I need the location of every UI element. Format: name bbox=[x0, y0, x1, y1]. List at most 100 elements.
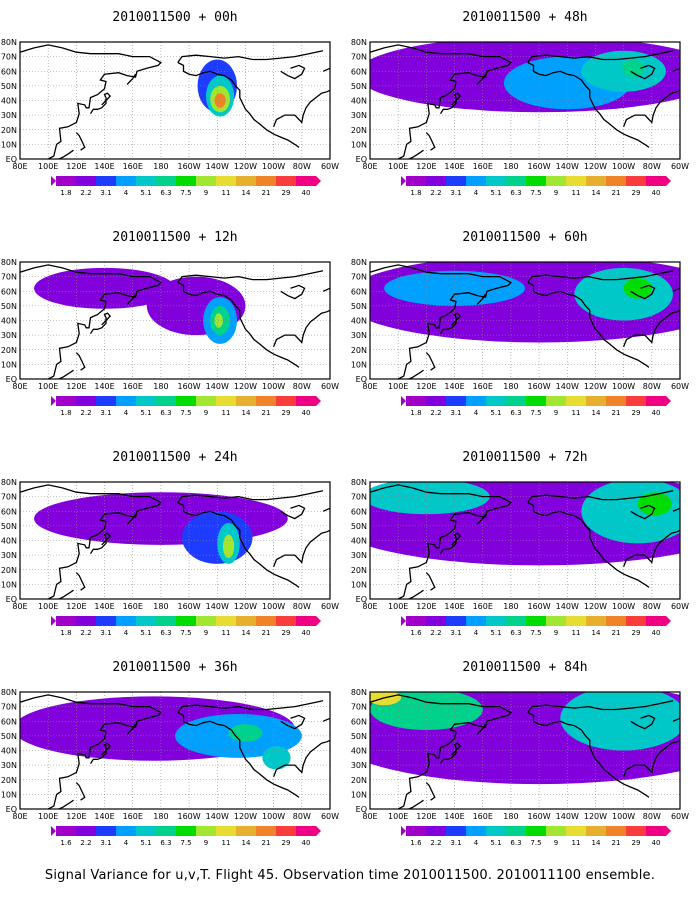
colorbar-swatch bbox=[406, 826, 427, 836]
coastline bbox=[476, 73, 487, 85]
colorbar-label: 11 bbox=[572, 839, 581, 847]
x-tick-label: 60W bbox=[321, 602, 339, 611]
y-tick-label: 30N bbox=[1, 331, 17, 340]
colorbar-label: 1.6 bbox=[60, 839, 72, 847]
colorbar-swatch bbox=[546, 826, 567, 836]
coastline bbox=[476, 723, 487, 735]
colorbar-swatch bbox=[426, 616, 447, 626]
coastline bbox=[370, 264, 512, 379]
y-tick-label: EQ bbox=[356, 805, 367, 814]
coastline bbox=[280, 64, 306, 80]
colorbar-label: 4 bbox=[124, 629, 129, 637]
y-tick-label: 10N bbox=[351, 580, 367, 589]
colorbar-swatch bbox=[486, 826, 507, 836]
colorbar-label: 21 bbox=[262, 839, 271, 847]
x-tick-label: 120W bbox=[234, 812, 257, 821]
y-tick-label: 80N bbox=[1, 688, 17, 697]
y-tick-label: 10N bbox=[351, 360, 367, 369]
x-tick-label: 120E bbox=[66, 812, 86, 821]
coastline bbox=[20, 264, 162, 379]
colorbar-swatch bbox=[586, 616, 607, 626]
colorbar-label: 4 bbox=[474, 839, 479, 847]
colorbar-label: 21 bbox=[612, 189, 621, 197]
y-tick-label: 40N bbox=[351, 97, 367, 106]
x-tick-label: 120E bbox=[66, 162, 86, 171]
coastline bbox=[89, 742, 112, 765]
x-tick-label: 140E bbox=[94, 812, 114, 821]
coastline bbox=[527, 61, 650, 148]
y-tick-label: 70N bbox=[351, 53, 367, 62]
y-tick-label: 30N bbox=[351, 551, 367, 560]
y-tick-label: 30N bbox=[351, 111, 367, 120]
colorbar-swatch bbox=[76, 826, 97, 836]
y-tick-label: 80N bbox=[1, 38, 17, 47]
colorbar-label: 5.1 bbox=[140, 409, 151, 417]
colorbar-label: 7.5 bbox=[180, 839, 191, 847]
coastline bbox=[672, 287, 680, 292]
colorbar-swatch bbox=[176, 396, 197, 406]
colorbar-label: 5.1 bbox=[140, 839, 151, 847]
colorbar-swatch bbox=[506, 616, 527, 626]
colorbar-right-arrow bbox=[316, 826, 321, 836]
y-tick-label: 60N bbox=[351, 717, 367, 726]
colorbar-swatch bbox=[96, 176, 117, 186]
x-tick-label: 80E bbox=[12, 382, 27, 391]
coastline bbox=[57, 799, 74, 809]
colorbar-swatch bbox=[236, 396, 257, 406]
colorbar-swatch bbox=[606, 176, 627, 186]
y-tick-label: 10N bbox=[1, 140, 17, 149]
coastline bbox=[322, 507, 330, 512]
x-tick-label: 100E bbox=[388, 162, 408, 171]
colorbar-swatch bbox=[566, 396, 587, 406]
colorbar-label: 11 bbox=[222, 189, 231, 197]
coastline bbox=[622, 529, 680, 568]
y-tick-label: 70N bbox=[1, 703, 17, 712]
coastline bbox=[322, 717, 330, 722]
y-tick-label: EQ bbox=[356, 375, 367, 384]
coastline bbox=[57, 369, 74, 379]
coastline bbox=[20, 44, 162, 159]
colorbar-swatch bbox=[236, 826, 257, 836]
map-field bbox=[20, 692, 330, 809]
colorbar-label: 7.5 bbox=[530, 409, 541, 417]
x-tick-label: 180 bbox=[503, 162, 518, 171]
x-tick-label: 120E bbox=[66, 382, 86, 391]
colorbar-label: 5.1 bbox=[490, 629, 501, 637]
x-tick-label: 140W bbox=[556, 812, 579, 821]
colorbar-swatch bbox=[606, 396, 627, 406]
colorbar-label: 29 bbox=[632, 409, 641, 417]
x-tick-label: 80W bbox=[643, 602, 661, 611]
variance-contour bbox=[574, 267, 673, 321]
colorbar-swatch bbox=[566, 176, 587, 186]
x-tick-label: 120E bbox=[416, 382, 436, 391]
variance-contour bbox=[623, 278, 652, 299]
map-field bbox=[370, 262, 680, 379]
colorbar-swatch bbox=[116, 396, 137, 406]
colorbar-label: 4 bbox=[474, 629, 479, 637]
coastline bbox=[272, 89, 330, 128]
colorbar-swatch bbox=[446, 616, 467, 626]
coastline bbox=[407, 149, 424, 159]
map-panel: 2010011500 + 12h 80E 100E 120E 140E 160E 180 16… bbox=[1, 230, 339, 417]
colorbar-label: 3.1 bbox=[100, 409, 111, 417]
colorbar-label: 14 bbox=[592, 839, 601, 847]
colorbar-label: 1.6 bbox=[410, 629, 422, 637]
coastline bbox=[177, 501, 300, 588]
y-tick-label: 70N bbox=[351, 703, 367, 712]
colorbar-swatch bbox=[236, 176, 257, 186]
colorbar-swatch bbox=[116, 616, 137, 626]
colorbar-swatch bbox=[406, 616, 427, 626]
colorbar-label: 7.5 bbox=[180, 189, 191, 197]
y-tick-label: 70N bbox=[351, 273, 367, 282]
x-tick-label: 100W bbox=[262, 382, 285, 391]
coastline bbox=[20, 694, 162, 809]
x-tick-label: 80W bbox=[643, 382, 661, 391]
coastline bbox=[630, 64, 656, 80]
y-tick-label: 10N bbox=[1, 580, 17, 589]
x-tick-label: 120W bbox=[584, 162, 607, 171]
colorbar-swatch bbox=[526, 396, 547, 406]
x-tick-label: 140E bbox=[94, 602, 114, 611]
x-tick-label: 100W bbox=[262, 602, 285, 611]
colorbar-label: 7.5 bbox=[530, 839, 541, 847]
